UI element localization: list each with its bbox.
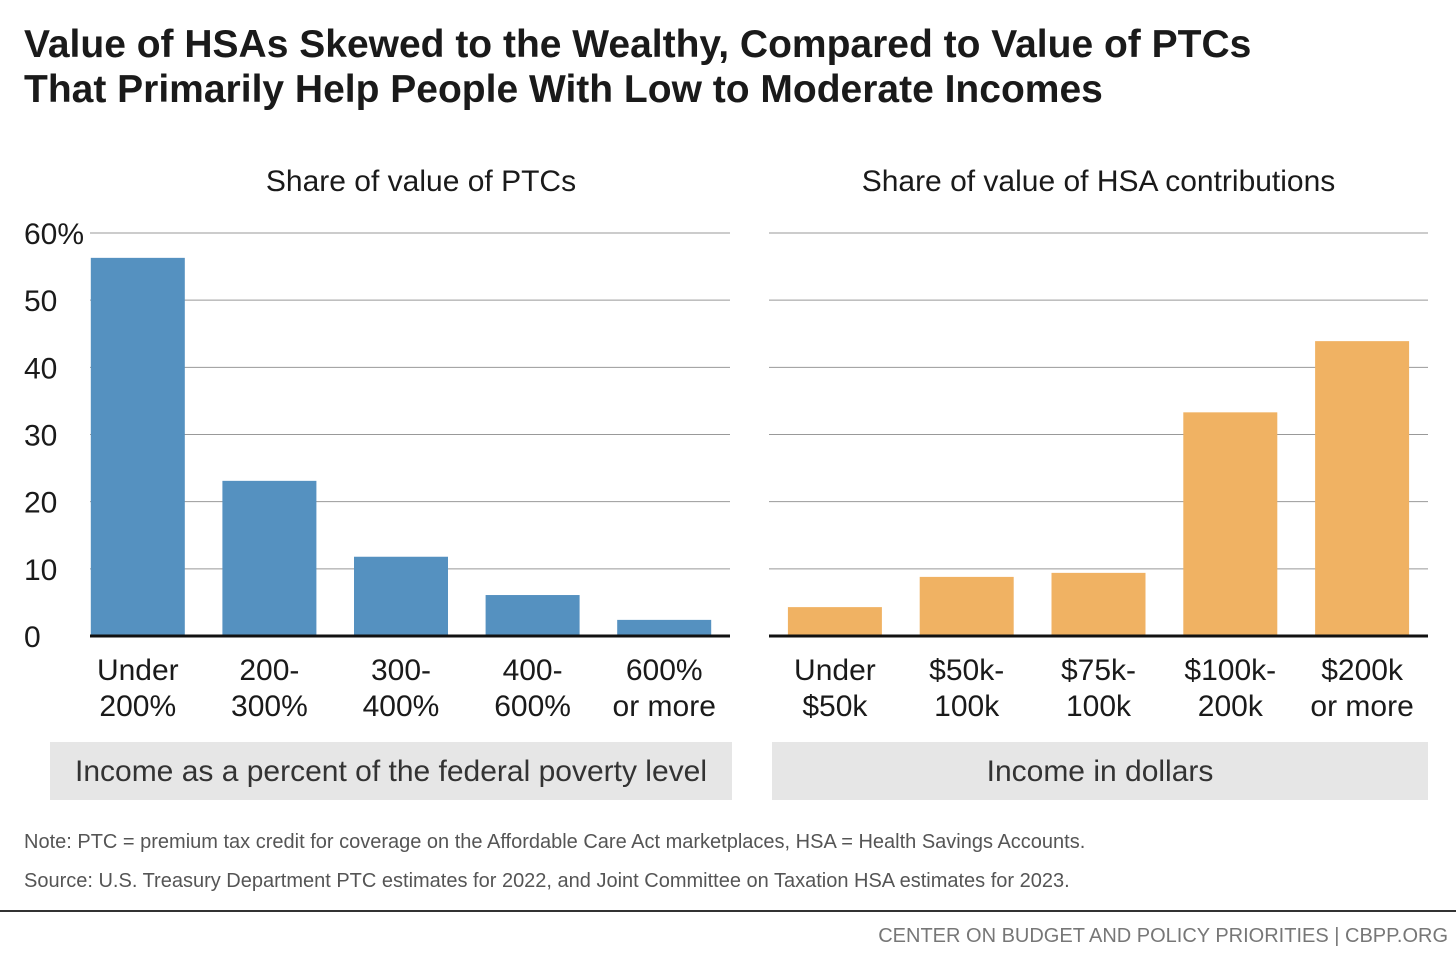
- subplot-title: Share of value of PTCs: [266, 165, 576, 198]
- bar: [617, 619, 712, 636]
- y-tick-label: 30: [24, 420, 57, 453]
- x-axis-label: Income as a percent of the federal pover…: [75, 755, 707, 788]
- x-tick-label: Under $50k: [794, 654, 876, 723]
- bar: [354, 556, 448, 636]
- x-tick-label: 300-400%: [363, 654, 440, 723]
- x-tick-label: 600% or more: [613, 654, 716, 723]
- x-tick-label: $75k-100k: [1061, 654, 1136, 723]
- y-tick-label: 60%: [24, 218, 84, 251]
- y-tick-label: 0: [24, 621, 41, 654]
- bar: [485, 595, 580, 636]
- bar: [1183, 412, 1278, 636]
- bar: [1051, 572, 1146, 636]
- x-label-box: [50, 742, 732, 800]
- bar: [222, 480, 317, 636]
- x-tick-label: 400-600%: [494, 654, 571, 723]
- note: Note: PTC = premium tax credit for cover…: [24, 831, 1085, 853]
- subplot-title: Share of value of HSA contributions: [862, 165, 1336, 198]
- x-tick-label: 200-300%: [231, 654, 308, 723]
- x-tick-label: $200k or more: [1310, 654, 1413, 723]
- y-tick-label: 10: [24, 554, 57, 587]
- x-tick-label: Under 200%: [97, 654, 179, 723]
- credit: CENTER ON BUDGET AND POLICY PRIORITIES |…: [878, 925, 1448, 947]
- bar: [90, 257, 185, 636]
- bar: [919, 576, 1014, 636]
- y-tick-label: 20: [24, 487, 57, 520]
- x-tick-label: $50k-100k: [929, 654, 1004, 723]
- x-tick-label: $100k-200k: [1184, 654, 1276, 723]
- x-axis-label: Income in dollars: [987, 755, 1214, 788]
- bar: [787, 607, 882, 636]
- y-tick-label: 50: [24, 285, 57, 318]
- source: Source: U.S. Treasury Department PTC est…: [24, 870, 1070, 892]
- y-tick-label: 40: [24, 352, 57, 385]
- x-label-box: [772, 742, 1428, 800]
- chart-title: Value of HSAs Skewed to the Wealthy, Com…: [24, 23, 1251, 111]
- bar: [1315, 341, 1410, 636]
